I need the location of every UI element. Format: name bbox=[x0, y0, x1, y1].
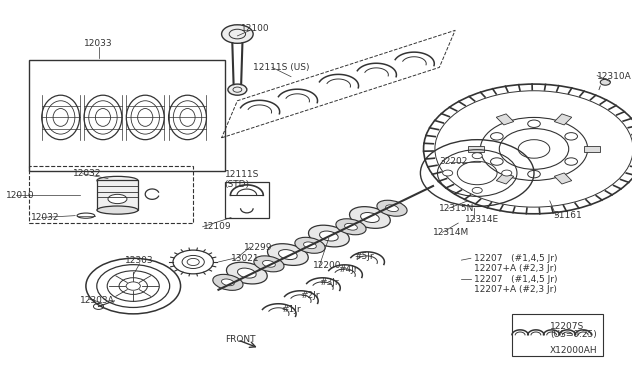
Bar bbox=[468, 145, 483, 152]
Bar bbox=[554, 114, 572, 125]
Ellipse shape bbox=[319, 231, 338, 241]
Text: #5Jr: #5Jr bbox=[354, 252, 374, 261]
Text: 12303: 12303 bbox=[125, 256, 154, 264]
Text: 32202: 32202 bbox=[439, 157, 468, 166]
Text: 12299: 12299 bbox=[244, 243, 272, 251]
Text: #1Jr: #1Jr bbox=[282, 305, 301, 314]
Circle shape bbox=[565, 158, 577, 165]
Text: 12100: 12100 bbox=[241, 24, 269, 33]
Text: X12000AH: X12000AH bbox=[550, 346, 597, 355]
Text: 12207+A (#2,3 Jr): 12207+A (#2,3 Jr) bbox=[474, 264, 557, 273]
Bar bbox=[554, 173, 572, 184]
Text: (STD): (STD) bbox=[225, 180, 250, 189]
Ellipse shape bbox=[308, 225, 349, 247]
Ellipse shape bbox=[295, 237, 325, 253]
Bar bbox=[512, 314, 604, 356]
Bar bbox=[29, 60, 225, 171]
Ellipse shape bbox=[303, 242, 316, 248]
Text: #3Jr: #3Jr bbox=[319, 278, 339, 287]
Circle shape bbox=[502, 170, 512, 176]
Text: 12111S (US): 12111S (US) bbox=[253, 63, 310, 72]
Text: 31161: 31161 bbox=[553, 211, 582, 220]
Text: 12303A: 12303A bbox=[79, 296, 115, 305]
Text: 12010: 12010 bbox=[6, 191, 35, 200]
Ellipse shape bbox=[108, 194, 127, 203]
Ellipse shape bbox=[344, 224, 357, 230]
Text: 12315N: 12315N bbox=[439, 204, 475, 213]
Text: 12032: 12032 bbox=[31, 213, 60, 222]
Text: 12033: 12033 bbox=[84, 39, 113, 48]
Circle shape bbox=[221, 25, 253, 43]
Ellipse shape bbox=[213, 275, 243, 291]
Text: (US=0.25): (US=0.25) bbox=[550, 330, 596, 339]
Bar bbox=[496, 173, 514, 184]
Circle shape bbox=[600, 79, 611, 85]
Text: #4Jr: #4Jr bbox=[339, 265, 358, 274]
Text: 12314E: 12314E bbox=[465, 215, 499, 224]
Text: 12207+A (#2,3 Jr): 12207+A (#2,3 Jr) bbox=[474, 285, 557, 294]
Circle shape bbox=[490, 133, 503, 140]
Text: 13021: 13021 bbox=[231, 254, 260, 263]
Circle shape bbox=[443, 170, 452, 176]
Ellipse shape bbox=[237, 268, 256, 278]
Circle shape bbox=[472, 153, 483, 158]
Ellipse shape bbox=[278, 250, 297, 260]
Ellipse shape bbox=[254, 256, 284, 272]
Ellipse shape bbox=[349, 207, 390, 228]
Ellipse shape bbox=[336, 219, 366, 235]
Ellipse shape bbox=[268, 244, 308, 265]
Bar bbox=[584, 145, 600, 152]
Circle shape bbox=[490, 158, 503, 165]
Ellipse shape bbox=[377, 200, 407, 216]
Circle shape bbox=[565, 133, 577, 140]
Bar bbox=[225, 182, 269, 218]
Text: #2Jr: #2Jr bbox=[301, 291, 320, 300]
Text: 12207   (#1,4,5 Jr): 12207 (#1,4,5 Jr) bbox=[474, 275, 557, 284]
Ellipse shape bbox=[360, 212, 380, 222]
Text: 12310A: 12310A bbox=[597, 72, 632, 81]
Circle shape bbox=[228, 84, 247, 95]
Text: 12032: 12032 bbox=[73, 169, 102, 177]
Text: FRONT: FRONT bbox=[225, 335, 255, 344]
Text: 12111S: 12111S bbox=[225, 170, 259, 179]
Text: 12200: 12200 bbox=[313, 261, 342, 270]
Text: 12314M: 12314M bbox=[433, 228, 469, 237]
Circle shape bbox=[528, 170, 540, 178]
Circle shape bbox=[528, 120, 540, 128]
Text: 12207S: 12207S bbox=[550, 322, 584, 331]
Bar bbox=[97, 180, 138, 210]
Ellipse shape bbox=[227, 262, 268, 284]
Ellipse shape bbox=[221, 279, 234, 286]
Ellipse shape bbox=[386, 205, 398, 212]
Text: 12109: 12109 bbox=[203, 222, 231, 231]
Circle shape bbox=[472, 187, 483, 193]
Ellipse shape bbox=[262, 260, 275, 267]
Bar bbox=[496, 114, 514, 125]
Text: 12207   (#1,4,5 Jr): 12207 (#1,4,5 Jr) bbox=[474, 254, 557, 263]
Ellipse shape bbox=[97, 206, 138, 214]
Bar bbox=[29, 166, 193, 223]
Ellipse shape bbox=[97, 176, 138, 185]
